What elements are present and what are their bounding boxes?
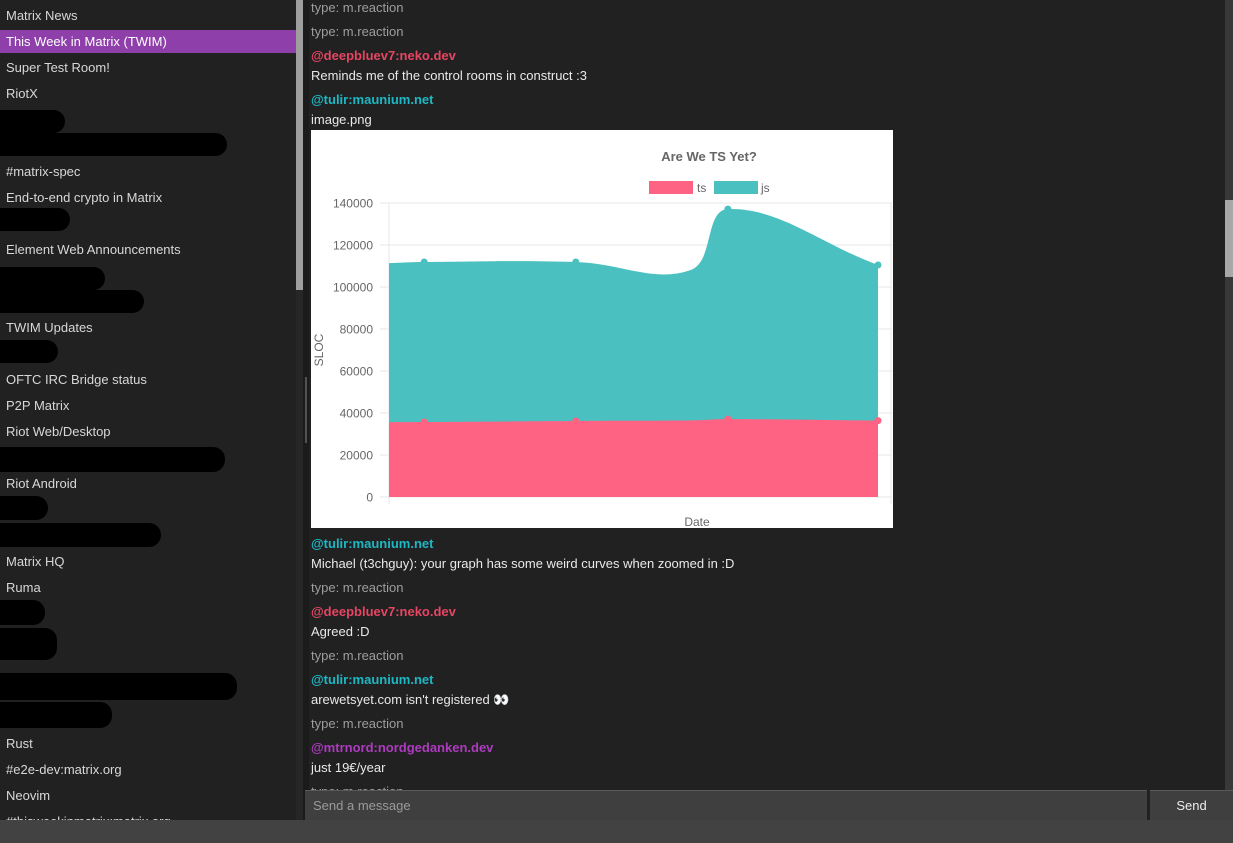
message-text: image.png [311, 112, 372, 127]
sidebar-room-redacted[interactable] [0, 110, 65, 133]
sidebar-room[interactable]: #thisweekinmatrix:matrix.org [0, 814, 296, 820]
sidebar-room[interactable]: #matrix-spec [6, 164, 81, 179]
sidebar-room[interactable]: End-to-end crypto in Matrix [6, 190, 163, 205]
sidebar-room-redacted[interactable] [0, 447, 225, 472]
svg-text:80000: 80000 [340, 323, 374, 337]
event-type-label: type: m.reaction [311, 0, 404, 15]
message-text: arewetsyet.com isn't registered 👀 [311, 692, 510, 707]
svg-text:120000: 120000 [333, 239, 373, 253]
sidebar-room[interactable]: TWIM Updates [6, 320, 93, 335]
bottom-bar [0, 820, 1233, 843]
svg-text:60000: 60000 [340, 365, 374, 379]
sidebar-room[interactable]: P2P Matrix [6, 398, 70, 413]
sidebar-room[interactable]: Rust [6, 736, 33, 751]
sidebar-room-redacted[interactable] [0, 133, 227, 156]
sidebar-room[interactable]: #e2e-dev:matrix.org [6, 762, 122, 777]
legend-label-js: js [760, 181, 770, 195]
timeline-scrollbar-track [1225, 0, 1233, 820]
x-axis-label: Date [684, 515, 710, 528]
sidebar-room-redacted[interactable] [0, 290, 144, 313]
timeline-scrollbar-thumb[interactable] [1225, 200, 1233, 277]
sidebar-room[interactable]: Matrix HQ [6, 554, 65, 569]
legend-label-ts: ts [697, 181, 706, 195]
message-text: just 19€/year [311, 760, 386, 775]
sidebar-room-redacted[interactable] [0, 523, 161, 547]
legend-swatch-js [714, 181, 758, 194]
svg-text:40000: 40000 [340, 407, 374, 421]
message-text: Reminds me of the control rooms in const… [311, 68, 588, 83]
sidebar-scrollbar-thumb[interactable] [296, 0, 303, 290]
message-input[interactable] [305, 790, 1147, 820]
message-sender[interactable]: @deepbluev7:neko.dev [311, 48, 456, 63]
sidebar-room[interactable]: Element Web Announcements [6, 242, 181, 257]
sidebar-room[interactable]: Riot Android [6, 476, 77, 491]
message-text: Agreed :D [311, 624, 370, 639]
message-sender[interactable]: @deepbluev7:neko.dev [311, 604, 456, 619]
pane-divider [303, 0, 309, 820]
sidebar-room[interactable]: RiotX [6, 86, 38, 101]
pane-resize-handle[interactable] [305, 377, 307, 443]
sidebar-room[interactable]: Riot Web/Desktop [6, 424, 111, 439]
sidebar-room-redacted[interactable] [0, 208, 70, 231]
svg-text:140000: 140000 [333, 197, 373, 211]
y-axis-label: SLOC [312, 333, 326, 366]
legend-swatch-ts [649, 181, 693, 194]
svg-text:0: 0 [366, 491, 373, 505]
chart-title: Are We TS Yet? [661, 149, 757, 164]
event-type-label: type: m.reaction [311, 716, 404, 731]
sidebar-room-redacted[interactable] [0, 267, 105, 290]
message-sender[interactable]: @tulir:maunium.net [311, 536, 434, 551]
chat-pane: type: m.reaction type: m.reaction @deepblu… [309, 0, 1225, 820]
room-list-sidebar: Matrix News This Week in Matrix (TWIM) Sup… [0, 0, 296, 820]
sidebar-scrollbar-track [296, 0, 303, 820]
svg-text:100000: 100000 [333, 281, 373, 295]
sidebar-room[interactable]: Neovim [6, 788, 51, 803]
message-timeline: type: m.reaction type: m.reaction @deepblu… [311, 1, 1225, 809]
send-button[interactable]: Send [1150, 790, 1233, 820]
sidebar-room[interactable]: OFTC IRC Bridge status [6, 372, 147, 387]
sidebar-room-selected[interactable]: This Week in Matrix (TWIM) [0, 30, 296, 53]
composer-gap [1147, 790, 1150, 820]
event-type-label: type: m.reaction [311, 580, 404, 595]
message-text: Michael (t3chguy): your graph has some w… [311, 556, 735, 571]
chart-image[interactable]: 0 20000 40000 60000 80000 100000 120000 140000 A… [311, 130, 893, 528]
message-sender[interactable]: @tulir:maunium.net [311, 92, 434, 107]
sidebar-room[interactable]: Super Test Room! [6, 60, 110, 75]
sidebar-room-redacted[interactable] [0, 600, 45, 625]
sidebar-room[interactable]: Matrix News [6, 8, 78, 23]
event-type-label: type: m.reaction [311, 24, 404, 39]
sidebar-room-redacted[interactable] [0, 702, 112, 728]
event-type-label: type: m.reaction [311, 648, 404, 663]
sidebar-room-redacted[interactable] [0, 628, 57, 660]
message-composer: Send [305, 790, 1233, 820]
sidebar-room[interactable]: Ruma [6, 580, 41, 595]
message-sender[interactable]: @mtrnord:nordgedanken.dev [311, 740, 494, 755]
sidebar-room-redacted[interactable] [0, 340, 58, 363]
svg-text:20000: 20000 [340, 449, 374, 463]
sidebar-room-redacted[interactable] [0, 496, 48, 520]
sidebar-room-redacted[interactable] [0, 673, 237, 700]
message-sender[interactable]: @tulir:maunium.net [311, 672, 434, 687]
